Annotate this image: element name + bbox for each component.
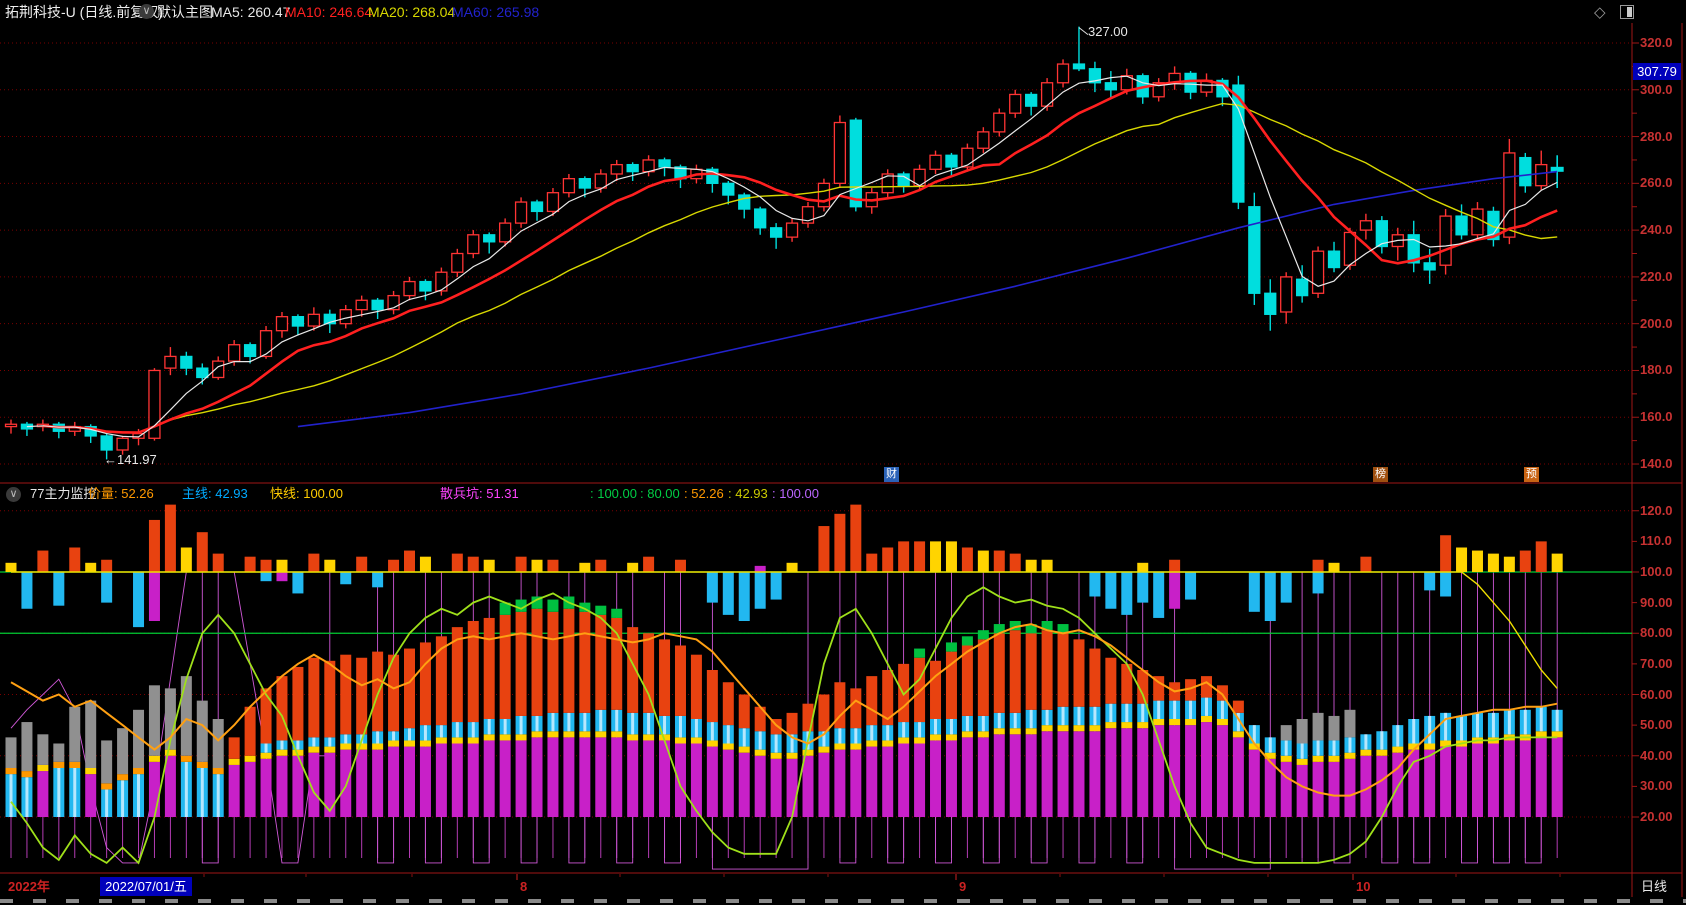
indicator-chevron-icon[interactable]: ∨ (6, 487, 21, 502)
event-badge-finance[interactable]: 财 (884, 467, 899, 482)
main-axis-label: 320.0 (1640, 35, 1673, 50)
ma10-value: MA10: 246.64 (285, 4, 373, 20)
stock-title: 拓荆科技-U (日线.前复权) (5, 4, 163, 20)
main-axis-label: 300.0 (1640, 81, 1673, 97)
month-label: 8 (520, 879, 528, 894)
main-axis-label: 180.0 (1640, 362, 1673, 378)
indicator-axis-label: 90.00 (1640, 594, 1673, 610)
candles (4, 26, 1564, 460)
indicator-axis-label: 120.0 (1640, 502, 1673, 518)
event-badge-list[interactable]: 榜 (1373, 467, 1388, 482)
main-axis-label: 140.0 (1640, 456, 1673, 472)
indicator-axis-label: 20.00 (1640, 809, 1673, 824)
indicator-axis-label: 100.0 (1640, 564, 1673, 579)
main-axis-label: 160.0 (1640, 409, 1673, 425)
main-axis-label: 200.0 (1640, 315, 1673, 331)
indicator-param-4: : 42.93 (728, 486, 768, 501)
month-label: 9 (959, 879, 967, 894)
indicator-value-trench: 散兵坑: 51.31 (440, 486, 519, 501)
indicator-header: ∨ 77主力监控 价量: 52.26 主线: 42.93 快线: 100.00 … (0, 486, 1630, 502)
horizontal-scrollbar[interactable] (0, 899, 1686, 903)
high-price-annotation: 327.00 (1088, 24, 1128, 39)
ma5-line (26, 75, 1558, 438)
indicator-bars (5, 504, 1563, 817)
ma20-line (58, 102, 1558, 434)
low-price-annotation: ←141.97 (104, 452, 157, 467)
ma5-value: MA5: 260.47 (211, 4, 291, 20)
fast-line (11, 571, 1558, 689)
diamond-icon[interactable]: ◇ (1594, 4, 1606, 21)
ma60-line (297, 170, 1558, 428)
main-line (10, 586, 1558, 865)
event-badge-forecast[interactable]: 预 (1524, 467, 1539, 482)
main-chart-preset[interactable]: 默认主图 (157, 4, 213, 20)
axis-year-label: 2022年 (8, 879, 50, 894)
ma10-line (42, 79, 1558, 434)
main-axis-label: 220.0 (1640, 268, 1673, 284)
indicator-axis-label: 110.0 (1640, 533, 1672, 549)
main-axis-label: 260.0 (1640, 175, 1673, 191)
green-level-lines (0, 571, 1632, 634)
panel-layout-icon[interactable] (1620, 5, 1634, 19)
indicator-param-5: : 100.00 (772, 486, 819, 501)
selected-date-tag[interactable]: 2022/07/01/五 (100, 877, 192, 896)
indicator-value-fast-line: 快线: 100.00 (270, 486, 343, 501)
ma60-value: MA60: 265.98 (452, 4, 540, 20)
chevron-down-icon[interactable]: ∨ (139, 4, 154, 19)
indicator-axis-label: 50.00 (1640, 717, 1673, 733)
price-volume-line (10, 623, 1558, 797)
trench-line (10, 571, 1558, 870)
main-gridlines (0, 42, 1632, 465)
indicator-value-main-line: 主线: 42.93 (182, 486, 248, 501)
indicator-axis-label: 60.00 (1640, 686, 1673, 702)
frame-lines (0, 23, 1683, 897)
indicator-value-price-volume: 价量: 52.26 (88, 486, 154, 501)
indicator-param-1: : 100.00 (590, 486, 637, 501)
high-annotation-pointer (1078, 27, 1089, 36)
indicator-axis-label: 30.00 (1640, 778, 1673, 794)
indicator-param-2: : 80.00 (640, 486, 680, 501)
period-label[interactable]: 日线 (1641, 879, 1668, 894)
last-price-tag: 307.79 (1633, 63, 1681, 80)
indicator-param-3: : 52.26 (684, 486, 724, 501)
indicator-axis-label: 70.00 (1640, 655, 1673, 671)
month-label: 10 (1356, 879, 1371, 894)
indicator-name[interactable]: 77主力监控 (30, 486, 97, 501)
main-axis-label: 280.0 (1640, 128, 1673, 144)
ma20-value: MA20: 268.04 (368, 4, 456, 20)
indicator-axis-label: 80.00 (1640, 625, 1673, 641)
indicator-axis-label: 40.00 (1640, 747, 1673, 763)
main-axis-label: 240.0 (1640, 222, 1673, 238)
